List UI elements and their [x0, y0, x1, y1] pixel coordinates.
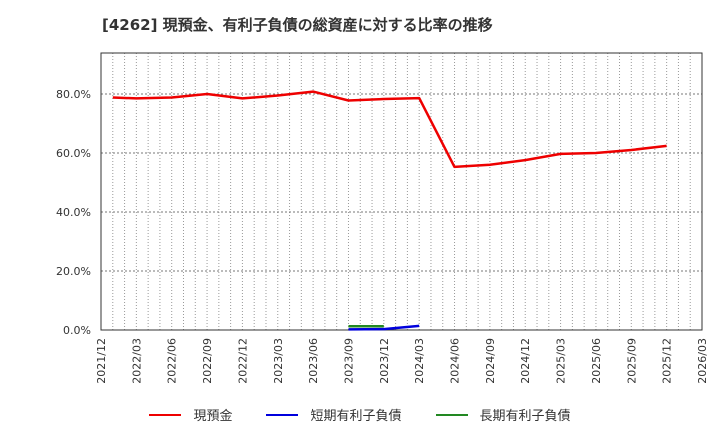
x-tick-label: 2025/06: [590, 338, 603, 384]
chart-title: [4262] 現預金、有利子負債の総資産に対する比率の推移: [102, 16, 493, 34]
x-tick-label: 2022/12: [236, 338, 249, 384]
x-tick-label: 2023/09: [342, 338, 355, 384]
x-tick-label: 2024/12: [519, 338, 532, 384]
x-tick-label: 2023/12: [378, 338, 391, 384]
x-tick-label: 2024/06: [449, 338, 462, 384]
x-tick-label: 2025/09: [625, 338, 638, 384]
legend-label-long-term-debt: 長期有利子負債: [479, 409, 571, 424]
x-tick-label: 2025/12: [661, 338, 674, 384]
legend-item-short-term-debt: 短期有利子負債: [266, 405, 402, 424]
series-cash-line: [112, 90, 667, 169]
x-tick-label: 2024/03: [413, 338, 426, 384]
y-tick-label: 40.0%: [56, 206, 91, 219]
x-tick-label: 2022/09: [201, 338, 214, 384]
x-tick-label: 2023/06: [307, 338, 320, 384]
y-tick-label: 80.0%: [56, 88, 91, 101]
y-tick-label: 60.0%: [56, 147, 91, 160]
x-tick-label: 2021/12: [95, 338, 108, 384]
y-tick-label: 0.0%: [63, 324, 91, 337]
x-tick-label: 2023/03: [272, 338, 285, 384]
y-tick-label: 20.0%: [56, 265, 91, 278]
legend-swatch-long-term-debt: [435, 413, 468, 416]
legend-label-cash: 現預金: [193, 409, 233, 424]
series-short-term-debt-line: [348, 324, 420, 331]
x-tick-label: 2025/03: [555, 338, 568, 384]
x-tick-label: 2022/06: [166, 338, 179, 384]
legend-item-long-term-debt: 長期有利子負債: [435, 405, 571, 424]
legend-label-short-term-debt: 短期有利子負債: [310, 409, 402, 424]
legend-swatch-cash: [149, 413, 182, 416]
legend: 現預金 短期有利子負債 長期有利子負債: [0, 405, 720, 424]
plot-area-frame: [100, 52, 703, 331]
x-tick-label: 2026/03: [696, 338, 709, 384]
legend-item-cash: 現預金: [149, 405, 232, 424]
x-tick-label: 2022/03: [130, 338, 143, 384]
line-chart: 0.0% 20.0% 40.0% 60.0% 80.0% 2021/12 2022/03 20…: [56, 52, 709, 384]
x-tick-label: 2024/09: [484, 338, 497, 384]
legend-swatch-short-term-debt: [266, 413, 299, 416]
